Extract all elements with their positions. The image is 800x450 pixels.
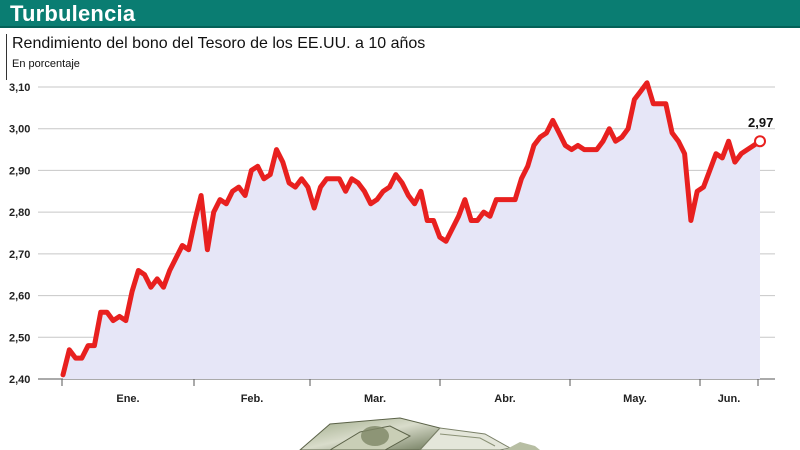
- y-tick-label: 2,70: [9, 249, 30, 261]
- y-tick-label: 2,80: [9, 207, 30, 219]
- month-label: Ene.: [116, 393, 139, 405]
- end-point-marker: [754, 135, 766, 148]
- chart-unit-label: En porcentaje: [12, 58, 80, 70]
- header-title: Turbulencia: [10, 1, 136, 26]
- month-label: Jun.: [718, 393, 741, 405]
- header-bar: Turbulencia: [0, 0, 800, 28]
- chart-title: Rendimiento del bono del Tesoro de los E…: [12, 35, 426, 52]
- y-axis-ticks: 3,10 3,00 2,90 2,80 2,70 2,60 2,50 2,40: [9, 82, 30, 386]
- end-value-label: 2,97: [748, 115, 773, 130]
- banknotes-image: [299, 417, 540, 450]
- month-label: Feb.: [241, 393, 264, 405]
- y-tick-label: 2,50: [9, 332, 30, 344]
- y-tick-label: 2,90: [9, 165, 30, 177]
- month-label: May.: [623, 393, 647, 405]
- y-tick-label: 2,60: [9, 291, 30, 303]
- month-label: Mar.: [364, 393, 386, 405]
- money-photo: [290, 414, 540, 450]
- area-fill: [63, 82, 760, 380]
- y-tick-label: 3,00: [9, 124, 30, 136]
- month-separators: [61, 379, 759, 386]
- x-axis-months: Ene. Feb. Mar. Abr. May. Jun.: [116, 393, 740, 405]
- month-label: Abr.: [494, 393, 515, 405]
- y-tick-label: 2,40: [9, 374, 30, 386]
- y-tick-label: 3,10: [9, 82, 30, 94]
- title-rule: [6, 34, 7, 80]
- yield-line: [60, 80, 763, 378]
